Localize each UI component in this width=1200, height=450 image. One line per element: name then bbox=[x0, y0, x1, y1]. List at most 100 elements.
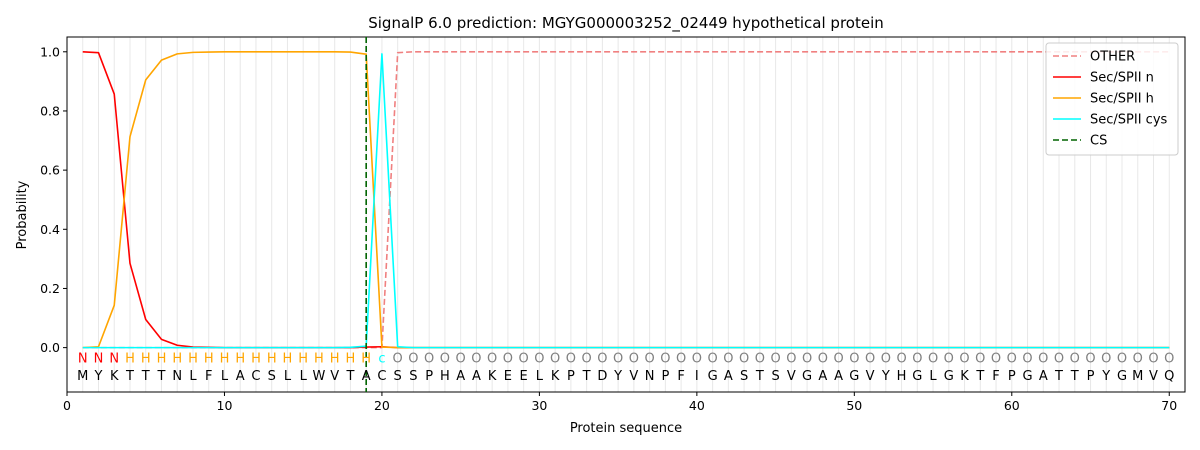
sequence-residue: G bbox=[944, 369, 954, 384]
annotation-label: O bbox=[519, 351, 529, 366]
sequence-residue: Y bbox=[613, 369, 622, 384]
x-tick-label: 30 bbox=[531, 398, 547, 413]
annotation-label: O bbox=[582, 351, 592, 366]
sequence-residue: D bbox=[597, 369, 607, 384]
annotation-label: H bbox=[188, 351, 198, 366]
sequence-residue: P bbox=[567, 369, 575, 384]
annotation-label: O bbox=[1101, 351, 1111, 366]
annotation-label: H bbox=[251, 351, 261, 366]
annotation-label: O bbox=[424, 351, 434, 366]
sequence-residue: Q bbox=[1164, 369, 1174, 384]
sequence-residue: T bbox=[755, 369, 764, 384]
series-line bbox=[82, 53, 1170, 349]
annotation-label: H bbox=[346, 351, 356, 366]
annotation-label: O bbox=[534, 351, 544, 366]
sequence-residue: P bbox=[1008, 369, 1016, 384]
sequence-residue: T bbox=[345, 369, 354, 384]
plot-area: 0 10 20 30 40 50 60 700.00.20.40.60.81.0N N N H H H H… bbox=[40, 36, 1186, 413]
annotation-label: O bbox=[959, 351, 969, 366]
annotation-label: O bbox=[566, 351, 576, 366]
annotation-label: H bbox=[330, 351, 340, 366]
legend-label: Sec/SPII h bbox=[1090, 92, 1154, 107]
annotation-label: O bbox=[818, 351, 828, 366]
annotation-label: H bbox=[141, 351, 151, 366]
annotation-label: O bbox=[676, 351, 686, 366]
annotation-label: O bbox=[660, 351, 670, 366]
legend-label: Sec/SPII n bbox=[1090, 71, 1154, 86]
sequence-residue: P bbox=[425, 369, 433, 384]
sequence-residue: A bbox=[724, 369, 733, 384]
series-line bbox=[82, 50, 1170, 349]
x-tick-label: 70 bbox=[1161, 398, 1177, 413]
annotation-label: N bbox=[109, 351, 119, 366]
annotation-label: H bbox=[283, 351, 293, 366]
annotation-label: N bbox=[94, 351, 104, 366]
annotation-label: H bbox=[220, 351, 230, 366]
annotation-label: O bbox=[833, 351, 843, 366]
sequence-residue: T bbox=[582, 369, 591, 384]
sequence-residue: T bbox=[141, 369, 150, 384]
annotation-label: O bbox=[975, 351, 985, 366]
sequence-residue: H bbox=[897, 369, 907, 384]
sequence-residue: S bbox=[740, 369, 748, 384]
sequence-residue: E bbox=[504, 369, 512, 384]
sequence-residue: I bbox=[695, 369, 699, 384]
y-tick-label: 1.0 bbox=[40, 44, 60, 59]
annotation-label: N bbox=[78, 351, 88, 366]
sequence-residue: W bbox=[313, 369, 326, 384]
sequence-residue: K bbox=[960, 369, 969, 384]
sequence-residue: Y bbox=[94, 369, 103, 384]
sequence-residue: K bbox=[110, 369, 119, 384]
sequence-residue: K bbox=[488, 369, 497, 384]
annotation-label: O bbox=[1070, 351, 1080, 366]
sequence-residue: V bbox=[330, 369, 339, 384]
annotation-label: H bbox=[157, 351, 167, 366]
sequence-residue: A bbox=[834, 369, 843, 384]
annotation-label: H bbox=[314, 351, 324, 366]
annotation-label: O bbox=[597, 351, 607, 366]
annotation-label: O bbox=[786, 351, 796, 366]
annotation-label: O bbox=[991, 351, 1001, 366]
annotation-label: O bbox=[692, 351, 702, 366]
sequence-residue: E bbox=[520, 369, 528, 384]
annotation-label: O bbox=[770, 351, 780, 366]
annotation-label: O bbox=[393, 351, 403, 366]
sequence-residue: G bbox=[912, 369, 922, 384]
annotation-label: H bbox=[172, 351, 182, 366]
sequence-residue: F bbox=[677, 369, 684, 384]
annotation-label: H bbox=[298, 351, 308, 366]
legend-label: Sec/SPII cys bbox=[1090, 113, 1168, 128]
legend-label: CS bbox=[1090, 134, 1107, 149]
annotation-label: O bbox=[707, 351, 717, 366]
sequence-residue: K bbox=[551, 369, 560, 384]
sequence-residue: T bbox=[125, 369, 134, 384]
sequence-residue: L bbox=[189, 369, 197, 384]
x-tick-label: 40 bbox=[689, 398, 705, 413]
annotation-label: O bbox=[912, 351, 922, 366]
annotation-label: O bbox=[928, 351, 938, 366]
annotation-label: O bbox=[723, 351, 733, 366]
sequence-residue: F bbox=[205, 369, 212, 384]
sequence-residue: S bbox=[268, 369, 276, 384]
sequence-residue: P bbox=[1087, 369, 1095, 384]
y-tick-label: 0.6 bbox=[40, 163, 60, 178]
annotation-label: H bbox=[235, 351, 245, 366]
y-tick-label: 0.2 bbox=[40, 281, 60, 296]
y-tick-label: 0.0 bbox=[40, 340, 60, 355]
axes-frame bbox=[66, 36, 1186, 393]
x-tick-label: 50 bbox=[846, 398, 862, 413]
sequence-residue: L bbox=[536, 369, 544, 384]
annotation-label: O bbox=[550, 351, 560, 366]
sequence-residue: G bbox=[849, 369, 859, 384]
sequence-residue: S bbox=[771, 369, 779, 384]
annotation-label: O bbox=[503, 351, 513, 366]
annotation-label: H bbox=[361, 351, 371, 366]
y-tick-label: 0.8 bbox=[40, 103, 60, 118]
sequence-residue: C bbox=[377, 369, 386, 384]
annotation-label: O bbox=[944, 351, 954, 366]
sequence-residue: G bbox=[1117, 369, 1127, 384]
sequence-residue: Y bbox=[881, 369, 890, 384]
sequence-residue: L bbox=[300, 369, 308, 384]
series-line bbox=[82, 50, 1170, 349]
